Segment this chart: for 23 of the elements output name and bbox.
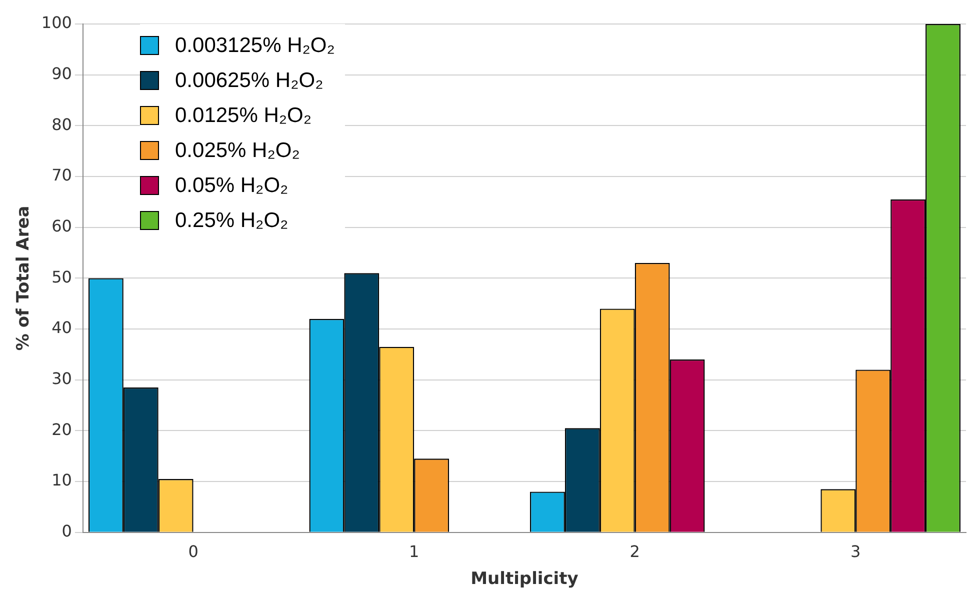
y-tick-label: 0: [62, 522, 72, 541]
legend-label: 0.00625% H₂O₂: [175, 68, 324, 94]
x-tick-label: 3: [850, 542, 861, 562]
y-tick-label: 10: [52, 470, 72, 490]
y-tick-label: 100: [41, 13, 72, 32]
y-tick-label: 20: [52, 420, 72, 439]
legend-label: 0.025% H₂O₂: [175, 138, 300, 164]
legend-label: 0.25% H₂O₂: [175, 208, 288, 234]
x-tick-label: 1: [408, 542, 420, 562]
x-tick-label: 0: [188, 542, 198, 562]
y-axis-title: % of Total Area: [14, 206, 34, 351]
legend-label: 0.003125% H₂O₂: [175, 33, 335, 59]
y-tick-label: 30: [52, 369, 72, 388]
legend-label: 0.05% H₂O₂: [175, 173, 288, 199]
x-tick-label: 2: [630, 542, 640, 562]
y-tick-label: 50: [52, 267, 72, 286]
legend-label: 0.0125% H₂O₂: [175, 103, 312, 129]
x-axis-title: Multiplicity: [470, 569, 578, 590]
y-tick-label: 70: [52, 166, 72, 185]
y-tick-label: 40: [52, 318, 72, 338]
y-tick-label: 60: [52, 216, 72, 236]
y-tick-label: 80: [52, 114, 72, 134]
y-tick-label: 90: [52, 64, 72, 83]
